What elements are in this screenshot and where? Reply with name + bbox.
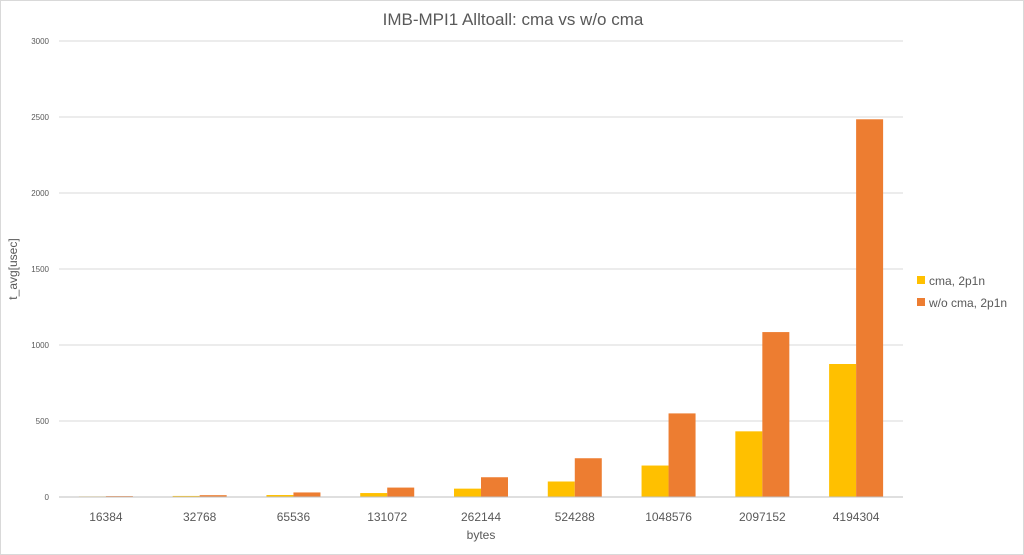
bar-cma [454, 488, 481, 497]
legend-swatch-cma [917, 276, 925, 284]
bar-cma [547, 481, 575, 497]
x-tick-label: 2097152 [739, 510, 786, 524]
bar-cma [735, 431, 763, 497]
x-axis-title: bytes [467, 528, 496, 542]
y-tick-label: 500 [36, 417, 50, 426]
x-tick-label: 65536 [277, 510, 311, 524]
legend: cma, 2p1n w/o cma, 2p1n [917, 274, 1007, 310]
y-tick-label: 1500 [31, 265, 49, 274]
y-axis-ticks: 0 500 1000 1500 2000 2500 3000 [31, 37, 49, 502]
x-axis-ticks: 16384 32768 65536 131072 262144 524288 1048576… [89, 510, 880, 524]
x-tick-label: 1048576 [645, 510, 692, 524]
bar-wo-cma [856, 119, 884, 497]
y-tick-label: 1000 [31, 341, 49, 350]
bar-cma [266, 495, 294, 497]
bar-cma [172, 495, 200, 497]
bar-cma [641, 465, 669, 497]
bar-wo-cma [293, 492, 321, 497]
x-tick-label: 4194304 [833, 510, 880, 524]
legend-label-cma: cma, 2p1n [929, 274, 985, 288]
x-tick-label: 262144 [461, 510, 501, 524]
bar-wo-cma [762, 332, 790, 497]
y-tick-label: 2500 [31, 113, 49, 122]
bar-cma [360, 493, 388, 497]
bar-wo-cma [668, 413, 696, 497]
bar-wo-cma [199, 495, 227, 497]
y-tick-label: 0 [45, 493, 50, 502]
y-axis-title: t_avg[usec] [6, 238, 20, 299]
bar-wo-cma [481, 477, 508, 497]
bar-cma [829, 364, 857, 497]
x-tick-label: 32768 [183, 510, 217, 524]
x-tick-label: 16384 [89, 510, 123, 524]
bars [78, 119, 884, 497]
x-tick-label: 131072 [367, 510, 407, 524]
bar-wo-cma [574, 458, 602, 497]
y-tick-label: 2000 [31, 189, 49, 198]
x-tick-label: 524288 [555, 510, 595, 524]
chart-title: IMB-MPI1 Alltoall: cma vs w/o cma [383, 10, 644, 29]
bar-wo-cma [387, 487, 415, 497]
legend-swatch-wo-cma [917, 298, 925, 306]
y-tick-label: 3000 [31, 37, 49, 46]
legend-label-wo-cma: w/o cma, 2p1n [928, 296, 1007, 310]
